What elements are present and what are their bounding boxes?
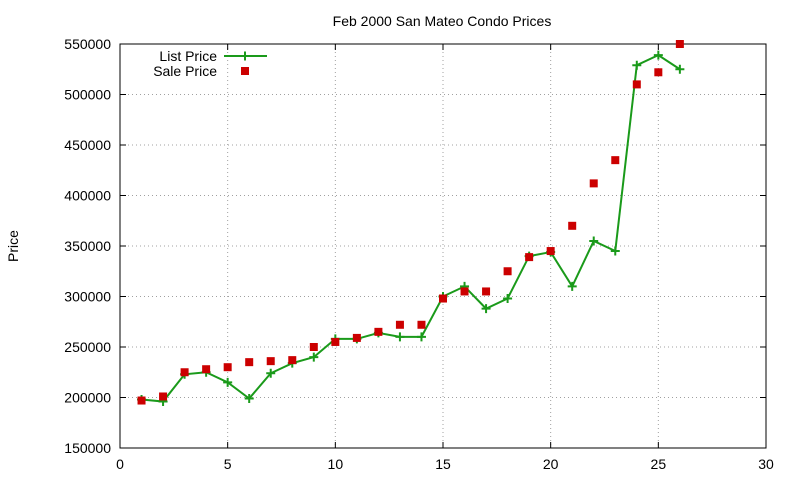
sale-price-point: [331, 337, 340, 346]
sale-price-point: [288, 356, 297, 365]
x-tick-label: 5: [224, 456, 232, 472]
y-tick-label: 300000: [64, 289, 111, 305]
list-price-point: [632, 60, 642, 70]
list-price-point: [567, 281, 577, 291]
sale-price-point: [202, 365, 211, 374]
list-price-point: [610, 246, 620, 256]
list-price-point: [675, 64, 685, 74]
sale-price-point: [482, 287, 491, 296]
chart-title: Feb 2000 San Mateo Condo Prices: [333, 13, 552, 29]
y-tick-label: 150000: [64, 440, 111, 456]
list-price-point: [309, 352, 319, 362]
sale-price-point: [374, 327, 383, 336]
sale-price-point: [589, 179, 598, 188]
sale-price-point: [137, 396, 146, 405]
y-tick-label: 550000: [64, 36, 111, 52]
sale-price-point: [654, 68, 663, 77]
x-tick-label: 10: [328, 456, 344, 472]
y-tick-label: 250000: [64, 339, 111, 355]
series: [137, 40, 685, 407]
list-price-line: [141, 53, 681, 403]
legend-marker-sale-price: [241, 67, 249, 75]
list-price-point: [653, 50, 663, 60]
sale-price-point: [266, 357, 275, 366]
sale-price-point: [245, 358, 254, 367]
sale-price-point: [675, 40, 684, 48]
x-tick-label: 0: [116, 456, 124, 472]
legend-label-sale-price: Sale Price: [153, 63, 217, 79]
sale-price-point: [611, 156, 620, 165]
list-price-point: [503, 294, 513, 304]
y-tick-label: 450000: [64, 137, 111, 153]
list-price-point: [266, 368, 276, 378]
list-price-point: [244, 394, 254, 404]
y-axis-label: Price: [5, 230, 21, 262]
sale-price-point: [503, 267, 512, 276]
legend: List Price Sale Price: [153, 48, 267, 79]
sale-price-point: [439, 294, 447, 303]
sale-price-point: [568, 221, 577, 230]
sale-price-point: [525, 253, 534, 262]
y-tick-label: 350000: [64, 238, 111, 254]
list-price-point: [223, 377, 233, 387]
y-tick-label: 400000: [64, 188, 111, 204]
sale-price-point: [546, 247, 555, 256]
x-tick-label: 25: [651, 456, 667, 472]
list-price-point: [481, 304, 491, 314]
sale-price-point: [159, 392, 168, 401]
sale-price-point: [180, 368, 189, 377]
grid: [120, 44, 766, 448]
axis-ticks: 0 5 10 15 20 25 30 150000 200000 250000 300000 3500…: [64, 36, 774, 472]
legend-marker-list-price: [240, 51, 250, 61]
sale-price-point: [309, 343, 318, 351]
x-tick-label: 20: [543, 456, 559, 472]
sale-price-point: [632, 80, 641, 89]
list-price-point: [589, 236, 599, 246]
x-tick-label: 15: [435, 456, 451, 472]
list-price-point: [416, 332, 426, 342]
y-tick-label: 500000: [64, 87, 111, 103]
x-tick-label: 30: [758, 456, 774, 472]
sale-price-point: [395, 320, 404, 329]
sale-price-point: [352, 333, 361, 342]
legend-label-list-price: List Price: [159, 48, 217, 64]
list-price-point: [395, 332, 405, 342]
sale-price-point: [460, 287, 469, 296]
y-tick-label: 200000: [64, 390, 111, 406]
sale-price-point: [417, 320, 426, 329]
sale-price-point: [223, 363, 232, 372]
